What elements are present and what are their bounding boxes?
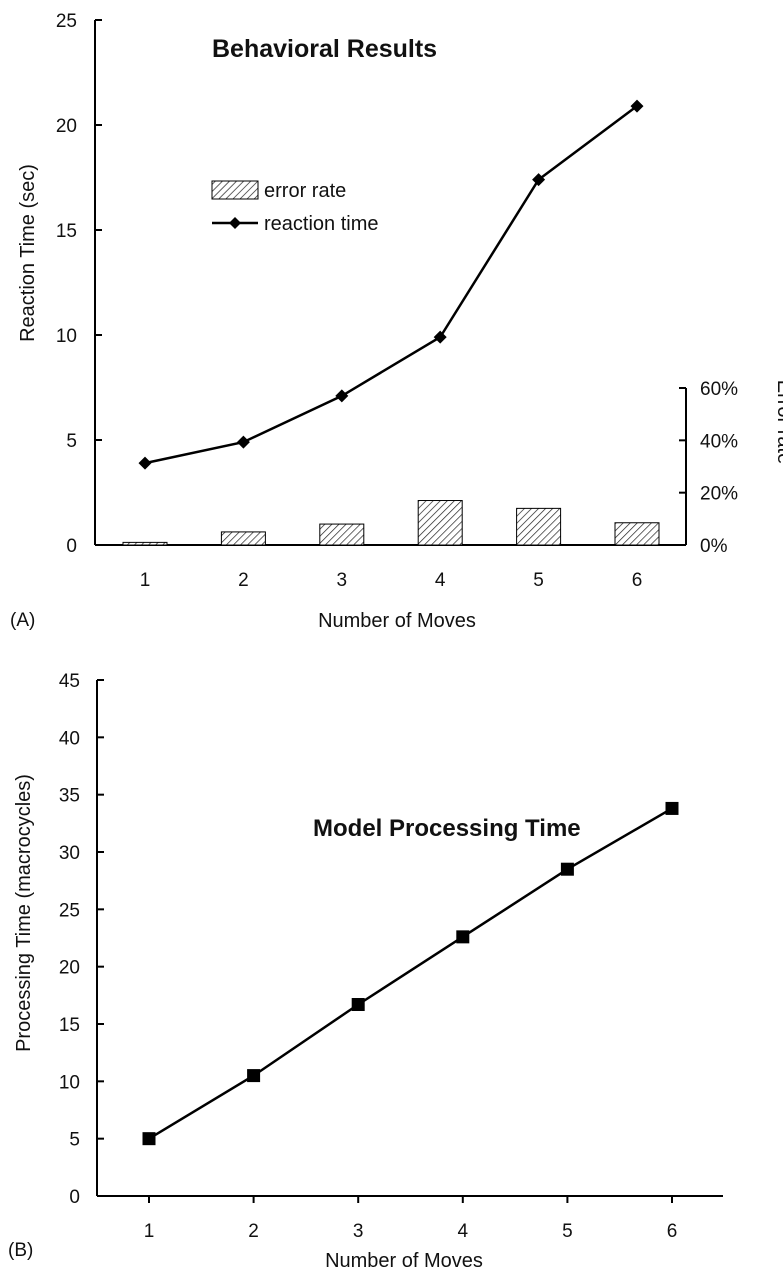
legend-label-error-rate: error rate (264, 180, 346, 202)
processing-time-line (148, 807, 673, 1140)
legend: error rate reaction time (211, 180, 379, 235)
y-ticks: 0 5 10 15 20 25 30 35 40 45 (59, 671, 104, 1208)
panel-label: (A) (10, 610, 35, 631)
x-tick-label: 4 (435, 570, 446, 591)
x-tick-label: 1 (144, 1221, 155, 1242)
x-ticks: 1 2 3 4 5 6 (144, 1196, 678, 1242)
y-tick-label: 10 (56, 326, 77, 347)
reaction-time-point (138, 456, 152, 470)
y-tick-label: 30 (59, 843, 80, 864)
reaction-time-point (335, 389, 349, 403)
legend-marker-reaction-time (229, 217, 241, 229)
error-rate-bar (122, 541, 168, 546)
y-axis-title: Reaction Time (sec) (17, 164, 39, 342)
legend-label-reaction-time: reaction time (264, 213, 379, 235)
error-rate-bars (122, 500, 660, 546)
processing-time-series (142, 801, 679, 1146)
y-tick-label: 25 (59, 900, 80, 921)
processing-time-point (665, 801, 679, 815)
chart-title: Model Processing Time (313, 815, 581, 842)
x-tick-label: 6 (632, 570, 643, 591)
x-tick-label: 3 (353, 1221, 364, 1242)
error-rate-bar (220, 531, 266, 546)
legend-swatch-error-rate (211, 180, 259, 200)
y2-axis-title: Error rate (773, 380, 783, 464)
x-axis-title: Number of Moves (318, 610, 476, 632)
panel-a: 0 5 10 15 20 25 0% 20% 40% 60% 1 2 3 4 5 6 Behavioral… (10, 11, 783, 632)
processing-time-point (142, 1132, 156, 1146)
error-rate-bar (614, 522, 660, 546)
chart-title: Behavioral Results (212, 35, 437, 63)
y-tick-label: 0 (69, 1187, 80, 1208)
panel-label: (B) (8, 1240, 33, 1261)
y-tick-label: 10 (59, 1072, 80, 1093)
y-tick-label: 20 (56, 116, 77, 137)
x-tick-label: 4 (458, 1221, 469, 1242)
x-ticks: 1 2 3 4 5 6 (140, 570, 643, 591)
error-rate-bar (319, 523, 365, 546)
y-tick-label: 5 (69, 1130, 80, 1151)
processing-time-point (456, 930, 470, 944)
y-tick-label: 0 (66, 536, 77, 557)
reaction-time-series (138, 99, 644, 470)
x-axis-title: Number of Moves (325, 1250, 483, 1272)
x-tick-label: 6 (667, 1221, 678, 1242)
processing-time-point (247, 1069, 261, 1083)
error-rate-bar (417, 500, 463, 546)
y2-tick-label: 20% (700, 484, 738, 505)
y-tick-label: 45 (59, 671, 80, 692)
y-tick-label: 20 (59, 958, 80, 979)
reaction-time-line (144, 105, 638, 465)
y-tick-label: 15 (56, 221, 77, 242)
x-tick-label: 3 (337, 570, 348, 591)
y-tick-label: 40 (59, 728, 80, 749)
error-rate-bar (516, 507, 562, 546)
y2-tick-label: 40% (700, 431, 738, 452)
x-tick-label: 2 (238, 570, 249, 591)
y-tick-label: 25 (56, 11, 77, 32)
reaction-time-point (630, 99, 644, 113)
reaction-time-point (236, 435, 250, 449)
y-axis-title: Processing Time (macrocycles) (13, 774, 35, 1052)
processing-time-point (351, 998, 365, 1012)
x-tick-label: 5 (562, 1221, 573, 1242)
reaction-time-point (433, 330, 447, 344)
x-tick-label: 2 (248, 1221, 259, 1242)
processing-time-point (560, 862, 574, 876)
y2-tick-label: 60% (700, 379, 738, 400)
x-tick-label: 5 (533, 570, 544, 591)
y-ticks-right: 0% 20% 40% 60% (679, 379, 738, 557)
y-tick-label: 15 (59, 1015, 80, 1036)
x-tick-label: 1 (140, 570, 151, 591)
y-tick-label: 5 (66, 431, 77, 452)
reaction-time-point (532, 173, 546, 187)
y-ticks-left: 0 5 10 15 20 25 (56, 11, 102, 557)
y-tick-label: 35 (59, 786, 80, 807)
y2-tick-label: 0% (700, 536, 728, 557)
